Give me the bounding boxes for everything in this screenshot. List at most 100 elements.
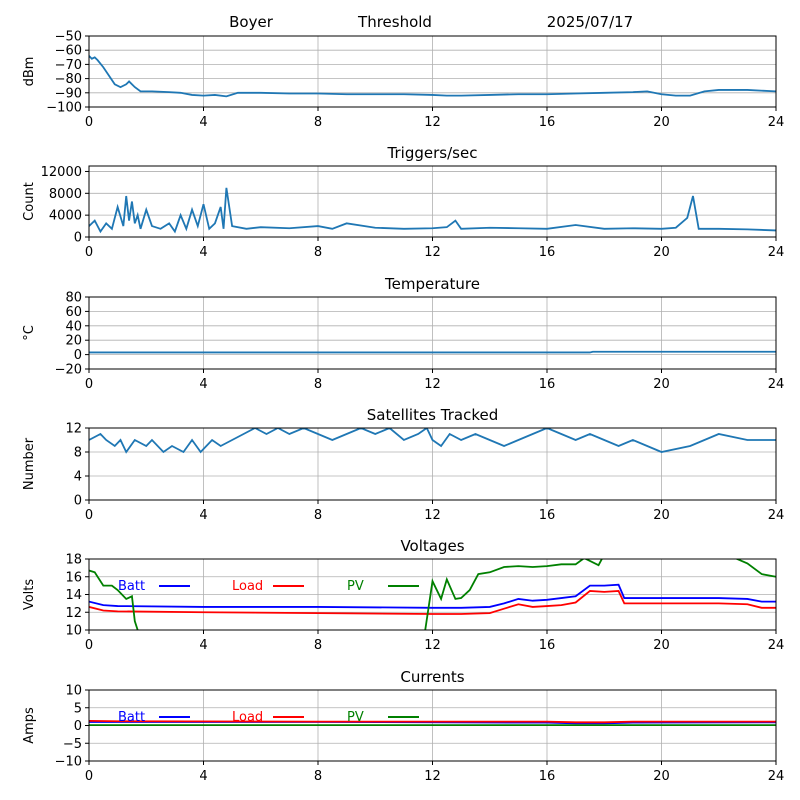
x-tick-label: 12 — [424, 638, 441, 653]
header-mode: Threshold — [357, 13, 432, 31]
series-line-batt — [89, 583, 776, 609]
x-tick-label: 8 — [314, 377, 322, 392]
panel-voltages: 0 4 8 12 16 20 24 10 12 14 16 18 Voltages Volts Batt Lo… — [22, 537, 784, 653]
panel-threshold: 0 4 8 12 16 20 24 −100−90−80−70−60−50 dBm — [22, 30, 784, 131]
x-tick-label: 24 — [768, 245, 785, 260]
y-tick-label: −50 — [55, 30, 82, 45]
y-tick-label: 0 — [74, 348, 82, 363]
panel-currents: 0 4 8 12 16 20 24 −10 −5 0 5 10 Currents Amps Batt Load… — [22, 668, 784, 784]
series-line-0 — [89, 350, 776, 354]
y-tick-label: 8000 — [49, 187, 82, 202]
x-tick-label: 16 — [539, 245, 556, 260]
legend-label-load: Load — [232, 710, 263, 725]
y-axis-label-triggers: Count — [22, 182, 37, 221]
x-tick-label: 16 — [539, 769, 556, 784]
y-tick-label: 60 — [65, 305, 82, 320]
series-line-pv — [89, 559, 776, 630]
x-tick-label: 16 — [539, 115, 556, 130]
y-tick-label: 8 — [74, 446, 82, 461]
legend-label-batt: Batt — [118, 579, 145, 594]
x-tick-label: 4 — [199, 638, 207, 653]
x-tick-label: 0 — [85, 377, 93, 392]
x-tick-label: 20 — [653, 638, 670, 653]
x-tick-label: 20 — [653, 245, 670, 260]
x-tick-label: 8 — [314, 245, 322, 260]
x-tick-label: 20 — [653, 769, 670, 784]
y-tick-label: 0 — [74, 719, 82, 734]
x-tick-label: 12 — [424, 769, 441, 784]
series-line-load — [89, 590, 776, 615]
series-line-0 — [89, 428, 776, 454]
legend-label-batt: Batt — [118, 710, 145, 725]
y-tick-label: 40 — [65, 319, 82, 334]
x-tick-label: 12 — [424, 508, 441, 523]
y-tick-label: −20 — [55, 363, 82, 378]
y-tick-label: −10 — [55, 755, 82, 770]
y-tick-label: 12 — [65, 606, 82, 621]
y-tick-label: 14 — [65, 588, 82, 603]
x-tick-label: 12 — [424, 115, 441, 130]
x-tick-label: 16 — [539, 508, 556, 523]
x-tick-label: 0 — [85, 638, 93, 653]
x-tick-label: 0 — [85, 769, 93, 784]
chart-title-satellites: Satellites Tracked — [367, 406, 498, 424]
y-tick-label: 4 — [74, 470, 82, 485]
y-tick-label: 4000 — [49, 209, 82, 224]
y-tick-label: 12 — [65, 422, 82, 437]
legend-label-pv: PV — [347, 710, 364, 725]
series-line-load — [89, 719, 776, 724]
y-axis-label-threshold: dBm — [22, 57, 37, 87]
y-tick-label: −90 — [55, 86, 82, 101]
x-tick-label: 24 — [768, 638, 785, 653]
x-tick-label: 20 — [653, 115, 670, 130]
y-axis-label-temperature: °C — [22, 325, 37, 341]
header-date: 2025/07/17 — [547, 13, 633, 31]
y-axis-label-voltages: Volts — [22, 579, 37, 611]
y-tick-label: 80 — [65, 291, 82, 306]
y-axis-label-currents: Amps — [22, 707, 37, 744]
x-tick-label: 4 — [199, 508, 207, 523]
y-tick-label: −60 — [55, 44, 82, 59]
y-tick-label: −80 — [55, 72, 82, 87]
x-tick-label: 0 — [85, 115, 93, 130]
x-tick-label: 4 — [199, 245, 207, 260]
x-tick-label: 20 — [653, 508, 670, 523]
series-line-0 — [89, 187, 776, 234]
y-tick-label: −5 — [63, 737, 82, 752]
x-tick-label: 12 — [424, 245, 441, 260]
x-tick-label: 16 — [539, 377, 556, 392]
x-tick-label: 24 — [768, 508, 785, 523]
chart-title-voltages: Voltages — [400, 537, 464, 555]
x-tick-label: 8 — [314, 115, 322, 130]
y-tick-label: −100 — [46, 101, 82, 116]
chart-title-temperature: Temperature — [384, 275, 480, 293]
x-tick-label: 4 — [199, 377, 207, 392]
chart-title-currents: Currents — [400, 668, 464, 686]
y-tick-label: 16 — [65, 570, 82, 585]
panel-satellites: 0 4 8 12 16 20 24 0 4 8 12 Satellites Tracked Number — [22, 406, 784, 523]
header-site: Boyer — [229, 13, 274, 31]
legend-label-load: Load — [232, 579, 263, 594]
x-tick-label: 24 — [768, 377, 785, 392]
y-tick-label: 20 — [65, 334, 82, 349]
x-tick-label: 16 — [539, 638, 556, 653]
x-tick-label: 8 — [314, 769, 322, 784]
x-tick-label: 12 — [424, 377, 441, 392]
series-line-0 — [89, 55, 776, 98]
y-tick-label: 10 — [65, 624, 82, 639]
x-tick-label: 0 — [85, 508, 93, 523]
x-tick-label: 4 — [199, 115, 207, 130]
x-tick-label: 4 — [199, 769, 207, 784]
y-axis-label-satellites: Number — [22, 437, 37, 490]
y-tick-label: 0 — [74, 494, 82, 509]
y-tick-label: 18 — [65, 553, 82, 568]
chart-title-triggers: Triggers/sec — [387, 144, 478, 162]
x-tick-label: 8 — [314, 508, 322, 523]
x-tick-label: 20 — [653, 377, 670, 392]
panel-triggers: 0 4 8 12 16 20 24 0 4000 8000 12000 Triggers/sec Cou… — [22, 144, 784, 260]
x-tick-label: 24 — [768, 769, 785, 784]
